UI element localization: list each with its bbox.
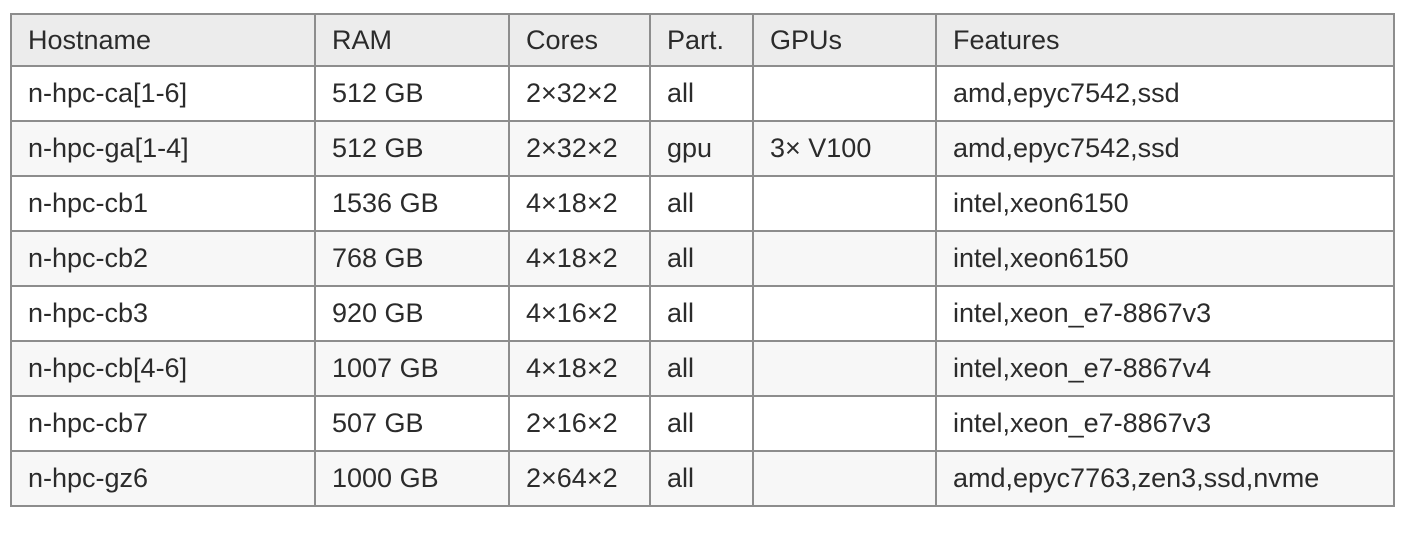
column-header-hostname: Hostname	[10, 13, 316, 67]
cell-gpus	[752, 450, 937, 507]
cell-gpus	[752, 230, 937, 287]
cell-ram: 512 GB	[314, 120, 510, 177]
cell-gpus: 3× V100	[752, 120, 937, 177]
cell-partition: all	[649, 340, 754, 397]
cell-cores: 2×16×2	[508, 395, 651, 452]
cell-partition: all	[649, 285, 754, 342]
cell-cores: 2×64×2	[508, 450, 651, 507]
cell-ram: 1536 GB	[314, 175, 510, 232]
cell-cores: 2×32×2	[508, 65, 651, 122]
cell-partition: all	[649, 175, 754, 232]
header-row: Hostname RAM Cores Part. GPUs Features	[10, 13, 1395, 67]
column-header-gpus: GPUs	[752, 13, 937, 67]
cell-hostname: n-hpc-cb[4-6]	[10, 340, 316, 397]
column-header-part: Part.	[649, 13, 754, 67]
column-header-cores: Cores	[508, 13, 651, 67]
cell-features: amd,epyc7763,zen3,ssd,nvme	[935, 450, 1395, 507]
cell-cores: 4×18×2	[508, 340, 651, 397]
table-header: Hostname RAM Cores Part. GPUs Features	[10, 13, 1395, 67]
table-body: n-hpc-ca[1-6] 512 GB 2×32×2 all amd,epyc…	[10, 65, 1395, 507]
cell-features: amd,epyc7542,ssd	[935, 65, 1395, 122]
table-row: n-hpc-ca[1-6] 512 GB 2×32×2 all amd,epyc…	[10, 65, 1395, 122]
column-header-features: Features	[935, 13, 1395, 67]
table-row: n-hpc-cb2 768 GB 4×18×2 all intel,xeon61…	[10, 230, 1395, 287]
cell-gpus	[752, 340, 937, 397]
cell-partition: all	[649, 65, 754, 122]
cell-gpus	[752, 285, 937, 342]
cell-cores: 4×16×2	[508, 285, 651, 342]
table-row: n-hpc-cb1 1536 GB 4×18×2 all intel,xeon6…	[10, 175, 1395, 232]
table-row: n-hpc-ga[1-4] 512 GB 2×32×2 gpu 3× V100 …	[10, 120, 1395, 177]
cell-cores: 4×18×2	[508, 175, 651, 232]
cell-features: amd,epyc7542,ssd	[935, 120, 1395, 177]
node-spec-table: Hostname RAM Cores Part. GPUs Features n…	[10, 13, 1395, 507]
cell-ram: 512 GB	[314, 65, 510, 122]
cell-hostname: n-hpc-cb1	[10, 175, 316, 232]
cell-hostname: n-hpc-gz6	[10, 450, 316, 507]
cell-ram: 768 GB	[314, 230, 510, 287]
cell-hostname: n-hpc-ca[1-6]	[10, 65, 316, 122]
table-row: n-hpc-cb3 920 GB 4×16×2 all intel,xeon_e…	[10, 285, 1395, 342]
table-row: n-hpc-gz6 1000 GB 2×64×2 all amd,epyc776…	[10, 450, 1395, 507]
table-row: n-hpc-cb7 507 GB 2×16×2 all intel,xeon_e…	[10, 395, 1395, 452]
table-row: n-hpc-cb[4-6] 1007 GB 4×18×2 all intel,x…	[10, 340, 1395, 397]
cell-ram: 920 GB	[314, 285, 510, 342]
cell-hostname: n-hpc-ga[1-4]	[10, 120, 316, 177]
cell-features: intel,xeon6150	[935, 175, 1395, 232]
cell-cores: 2×32×2	[508, 120, 651, 177]
column-header-ram: RAM	[314, 13, 510, 67]
cell-gpus	[752, 395, 937, 452]
cell-hostname: n-hpc-cb7	[10, 395, 316, 452]
cell-hostname: n-hpc-cb2	[10, 230, 316, 287]
cell-features: intel,xeon_e7-8867v3	[935, 285, 1395, 342]
cell-partition: gpu	[649, 120, 754, 177]
cell-features: intel,xeon_e7-8867v3	[935, 395, 1395, 452]
cell-ram: 507 GB	[314, 395, 510, 452]
cell-partition: all	[649, 450, 754, 507]
cell-gpus	[752, 175, 937, 232]
cell-cores: 4×18×2	[508, 230, 651, 287]
cell-gpus	[752, 65, 937, 122]
cell-features: intel,xeon_e7-8867v4	[935, 340, 1395, 397]
cell-partition: all	[649, 395, 754, 452]
cell-features: intel,xeon6150	[935, 230, 1395, 287]
cell-hostname: n-hpc-cb3	[10, 285, 316, 342]
cell-ram: 1007 GB	[314, 340, 510, 397]
cell-ram: 1000 GB	[314, 450, 510, 507]
cell-partition: all	[649, 230, 754, 287]
